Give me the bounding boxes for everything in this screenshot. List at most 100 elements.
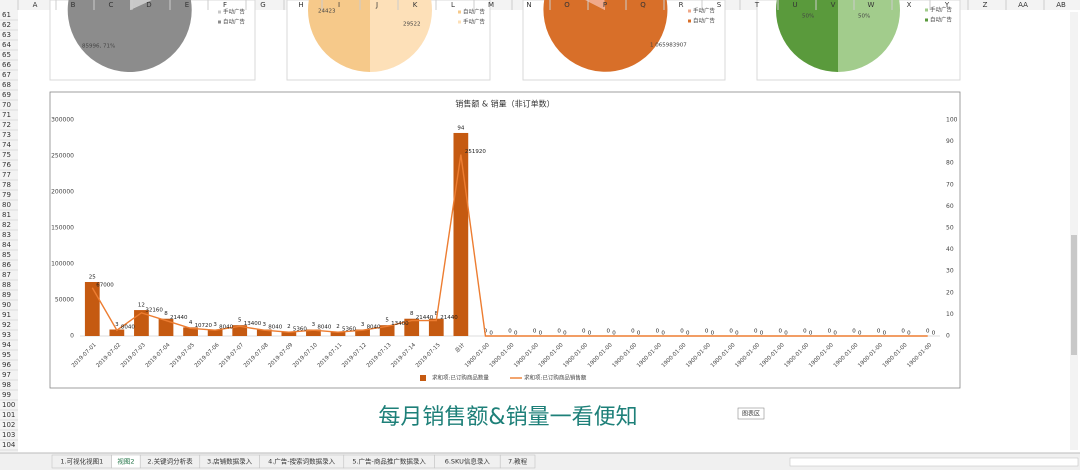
column-header[interactable]: H — [298, 1, 303, 9]
column-header[interactable]: K — [413, 1, 418, 9]
row-header[interactable]: 98 — [2, 381, 11, 389]
column-header[interactable]: S — [717, 1, 722, 9]
line-value-label: 0 — [858, 331, 862, 337]
sheet-tab[interactable] — [499, 454, 536, 469]
sheet-tab-label[interactable]: 5.广告-商品推广数据录入 — [352, 457, 426, 466]
sheet-tab-label[interactable]: 6.SKU信息录入 — [445, 457, 491, 466]
row-header[interactable]: 90 — [2, 301, 11, 309]
row-header[interactable]: 69 — [2, 91, 11, 99]
row-header[interactable]: 75 — [2, 151, 11, 159]
column-header[interactable]: X — [907, 1, 912, 9]
row-header[interactable]: 67 — [2, 71, 11, 79]
sheet-tab-label[interactable]: 1.可视化视图1 — [60, 457, 103, 466]
row-header[interactable]: 68 — [2, 81, 11, 89]
column-header[interactable]: L — [451, 1, 455, 9]
row-header[interactable]: 64 — [2, 41, 11, 49]
pie-legend-swatch — [925, 18, 928, 22]
row-header[interactable]: 70 — [2, 101, 11, 109]
line-value-label: 21440 — [416, 315, 434, 321]
column-header[interactable]: C — [109, 1, 114, 9]
row-header[interactable]: 94 — [2, 341, 11, 349]
column-header[interactable]: M — [488, 1, 494, 9]
column-header[interactable]: B — [71, 1, 76, 9]
column-header[interactable]: G — [260, 1, 265, 9]
row-header[interactable]: 78 — [2, 181, 11, 189]
row-header[interactable]: 76 — [2, 161, 11, 169]
column-header[interactable]: U — [792, 1, 797, 9]
sheet-tab-label[interactable]: 7.教程 — [508, 457, 528, 466]
row-header[interactable]: 66 — [2, 61, 11, 69]
column-header[interactable]: E — [185, 1, 189, 9]
row-header[interactable]: 100 — [2, 401, 15, 409]
row-header[interactable]: 87 — [2, 271, 11, 279]
row-header[interactable]: 102 — [2, 421, 15, 429]
row-header[interactable]: 81 — [2, 211, 11, 219]
row-header[interactable]: 86 — [2, 261, 11, 269]
row-header[interactable]: 71 — [2, 111, 11, 119]
column-header[interactable]: Q — [640, 1, 646, 9]
column-header[interactable]: J — [375, 1, 378, 9]
row-header[interactable]: 63 — [2, 31, 11, 39]
row-header[interactable]: 96 — [2, 361, 11, 369]
horizontal-scrollbar[interactable] — [789, 457, 1079, 467]
column-header[interactable]: V — [831, 1, 836, 9]
row-header[interactable]: 103 — [2, 431, 15, 439]
row-header[interactable]: 85 — [2, 251, 11, 259]
row-header[interactable]: 104 — [2, 441, 16, 449]
column-header[interactable]: Z — [983, 1, 988, 9]
pie-legend-swatch — [688, 9, 691, 13]
column-header[interactable]: A — [33, 1, 38, 9]
column-header[interactable]: R — [679, 1, 684, 9]
row-header[interactable]: 92 — [2, 321, 11, 329]
column-header[interactable]: N — [526, 1, 531, 9]
row-header[interactable]: 101 — [2, 411, 15, 419]
column-header[interactable]: I — [338, 1, 340, 9]
row-header[interactable]: 93 — [2, 331, 11, 339]
row-header[interactable]: 82 — [2, 221, 11, 229]
row-header[interactable]: 77 — [2, 171, 11, 179]
scroll-thumb[interactable] — [1071, 235, 1077, 355]
y-tick-label: 0 — [70, 333, 74, 340]
vertical-scrollbar[interactable] — [1070, 12, 1078, 450]
bar-value-label: 94 — [457, 125, 464, 131]
row-header[interactable]: 95 — [2, 351, 11, 359]
bar-value-label: 0 — [582, 329, 586, 335]
sheet-tab-label[interactable]: 3.店铺数据录入 — [207, 457, 253, 466]
column-header[interactable]: P — [603, 1, 607, 9]
row-header[interactable]: 72 — [2, 121, 11, 129]
bar — [330, 331, 346, 336]
row-header[interactable]: 97 — [2, 371, 11, 379]
row-header[interactable]: 99 — [2, 391, 11, 399]
row-header[interactable]: 88 — [2, 281, 11, 289]
column-header[interactable]: O — [564, 1, 570, 9]
column-header[interactable]: W — [868, 1, 875, 9]
column-header[interactable]: AA — [1018, 1, 1028, 9]
bar — [158, 318, 174, 336]
line-value-label: 13400 — [244, 321, 262, 327]
row-header[interactable]: 74 — [2, 141, 11, 149]
pie-legend-swatch — [218, 20, 221, 24]
row-header[interactable]: 91 — [2, 311, 11, 319]
row-header[interactable]: 80 — [2, 201, 11, 209]
sheet-tab-label[interactable]: 视图2 — [117, 457, 134, 466]
column-header[interactable]: Y — [944, 1, 950, 9]
pie-data-label: 50% — [802, 14, 814, 20]
pie-data-label: 85996, 71% — [82, 44, 115, 50]
sheet-tab-label[interactable]: 2.关键词分析表 — [147, 457, 193, 466]
row-header[interactable]: 73 — [2, 131, 11, 139]
column-header[interactable]: T — [754, 1, 760, 9]
sheet-tab-label[interactable]: 4.广告-搜索词数据录入 — [268, 457, 336, 466]
row-header[interactable]: 79 — [2, 191, 11, 199]
column-header[interactable]: F — [223, 1, 227, 9]
column-header[interactable]: AB — [1056, 1, 1066, 9]
row-header[interactable]: 84 — [2, 241, 11, 249]
column-header[interactable]: D — [146, 1, 151, 9]
row-header[interactable]: 61 — [2, 11, 11, 19]
row-header[interactable]: 62 — [2, 21, 11, 29]
row-header[interactable]: 65 — [2, 51, 11, 59]
line-value-label: 21440 — [440, 315, 458, 321]
row-header[interactable]: 89 — [2, 291, 11, 299]
row-header[interactable]: 83 — [2, 231, 11, 239]
bar-value-label: 0 — [729, 329, 733, 335]
